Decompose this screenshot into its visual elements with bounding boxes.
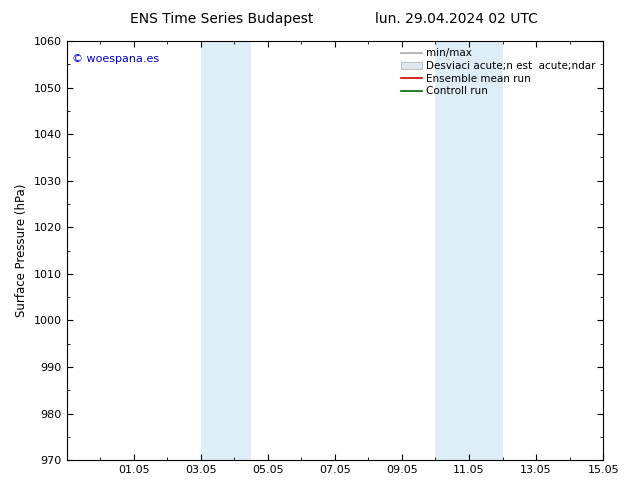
Y-axis label: Surface Pressure (hPa): Surface Pressure (hPa) (15, 184, 28, 318)
Text: ENS Time Series Budapest: ENS Time Series Budapest (130, 12, 314, 26)
Legend: min/max, Desviaci acute;n est  acute;ndar, Ensemble mean run, Controll run: min/max, Desviaci acute;n est acute;ndar… (398, 44, 600, 100)
Bar (436, 41, 503, 460)
Bar (201, 41, 251, 460)
Text: lun. 29.04.2024 02 UTC: lun. 29.04.2024 02 UTC (375, 12, 538, 26)
Text: © woespana.es: © woespana.es (72, 53, 159, 64)
